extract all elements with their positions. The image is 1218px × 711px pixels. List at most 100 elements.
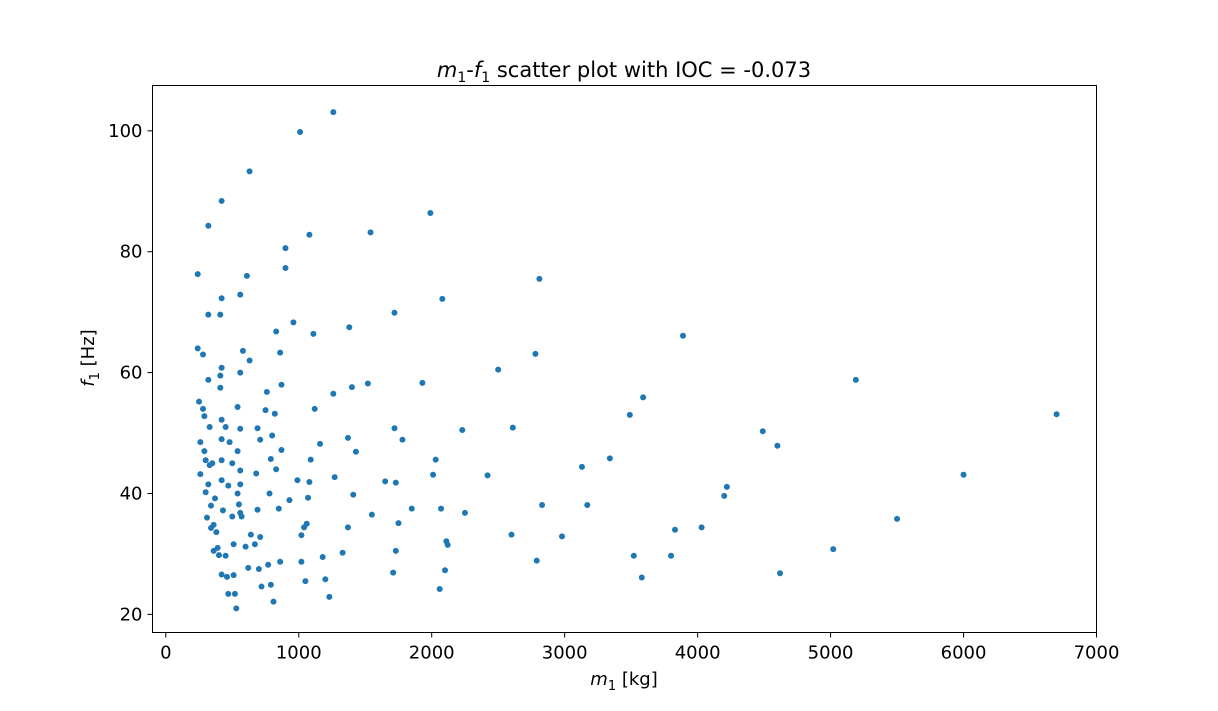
data-point-154 [536, 275, 543, 282]
data-point-23 [211, 495, 218, 502]
data-point-129 [391, 309, 398, 316]
data-point-149 [495, 366, 502, 373]
x-tick-label: 0 [160, 643, 171, 664]
plot-frame [152, 85, 1097, 633]
data-point-166 [680, 332, 686, 339]
data-point-102 [302, 578, 309, 585]
data-point-114 [330, 109, 337, 116]
data-point-141 [438, 505, 445, 512]
data-point-153 [533, 557, 540, 564]
data-point-47 [230, 572, 237, 579]
data-point-103 [303, 520, 310, 527]
data-point-152 [532, 350, 539, 357]
data-point-108 [310, 330, 317, 337]
data-point-136 [419, 379, 426, 386]
data-point-33 [218, 416, 225, 423]
data-point-173 [830, 546, 837, 553]
data-point-145 [444, 541, 451, 548]
data-point-122 [350, 491, 357, 498]
data-point-131 [392, 547, 399, 554]
y-tick-label: 60 [120, 363, 143, 384]
data-point-140 [436, 585, 443, 592]
data-point-107 [307, 456, 314, 463]
data-point-39 [222, 552, 229, 559]
data-point-135 [408, 505, 415, 512]
data-point-112 [322, 576, 329, 583]
data-points [194, 109, 1060, 612]
data-point-43 [225, 590, 232, 597]
data-point-133 [395, 520, 402, 527]
data-point-94 [282, 265, 289, 272]
data-point-7 [201, 413, 208, 420]
data-point-65 [245, 564, 252, 571]
data-point-111 [319, 553, 326, 560]
data-point-161 [630, 552, 637, 559]
data-point-151 [509, 424, 516, 431]
data-point-54 [235, 501, 242, 508]
data-point-61 [238, 513, 245, 520]
data-point-83 [269, 432, 276, 439]
data-point-89 [277, 349, 284, 356]
data-point-75 [257, 534, 264, 540]
data-point-78 [263, 388, 270, 395]
data-point-59 [237, 481, 244, 488]
data-point-175 [894, 515, 901, 522]
data-point-143 [442, 567, 449, 574]
data-point-105 [306, 231, 313, 238]
y-axis-ticks: 20 40 60 80 100 [108, 121, 153, 625]
data-point-10 [202, 489, 209, 496]
data-point-50 [233, 605, 240, 612]
data-point-123 [352, 448, 359, 455]
x-tick-label: 4000 [675, 643, 721, 664]
data-point-30 [218, 197, 225, 204]
y-tick-label: 40 [120, 483, 143, 504]
data-point-77 [262, 407, 269, 414]
data-point-113 [326, 593, 333, 600]
data-point-160 [626, 411, 633, 418]
data-point-4 [197, 471, 204, 478]
data-point-109 [311, 405, 318, 412]
data-point-44 [226, 439, 233, 446]
data-point-176 [960, 471, 967, 478]
data-point-40 [222, 424, 229, 430]
data-point-125 [367, 229, 374, 236]
data-point-74 [257, 436, 264, 443]
data-point-172 [777, 570, 784, 577]
data-point-97 [294, 477, 301, 484]
data-point-150 [508, 531, 515, 538]
data-point-3 [197, 439, 204, 446]
data-point-169 [723, 483, 730, 490]
x-axis-ticks: 0 1000 2000 3000 4000 5000 6000 7000 [160, 632, 1119, 664]
data-point-51 [234, 404, 241, 411]
data-point-0 [194, 271, 201, 278]
data-point-49 [231, 590, 238, 597]
data-point-14 [205, 376, 212, 383]
data-point-93 [282, 245, 289, 252]
data-point-127 [382, 478, 389, 485]
data-point-156 [559, 533, 566, 540]
data-point-28 [217, 372, 224, 379]
data-point-18 [208, 502, 214, 509]
data-point-91 [278, 381, 285, 388]
data-point-76 [258, 583, 265, 590]
data-point-46 [229, 513, 236, 520]
data-point-11 [204, 514, 211, 521]
data-point-5 [200, 405, 207, 412]
data-point-79 [265, 561, 272, 568]
data-point-34 [218, 436, 225, 443]
data-point-55 [237, 291, 244, 298]
data-point-57 [237, 425, 244, 432]
data-point-38 [219, 507, 226, 514]
x-axis-label: m1 [kg] [590, 669, 657, 694]
data-point-106 [306, 479, 313, 485]
data-point-120 [346, 324, 353, 331]
data-point-20 [209, 460, 216, 467]
y-tick-label: 100 [108, 121, 142, 142]
data-point-177 [1053, 411, 1060, 418]
data-point-84 [270, 598, 277, 605]
data-point-2 [196, 398, 203, 405]
data-point-32 [218, 364, 225, 371]
data-point-164 [668, 552, 675, 559]
